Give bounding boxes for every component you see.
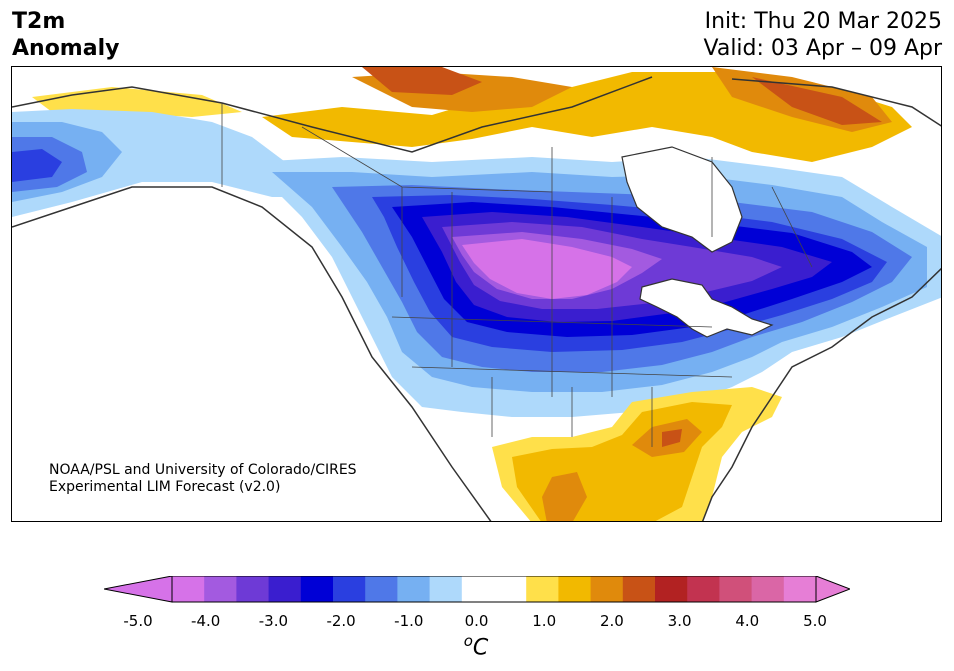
colorbar-cell (622, 576, 656, 602)
colorbar-tick-label: 0.0 (464, 612, 489, 630)
map-title: T2m Anomaly (12, 8, 119, 62)
colorbar-cell (687, 576, 720, 602)
colorbar-tick-label: 2.0 (599, 612, 624, 630)
colorbar-unit: oC (464, 632, 489, 660)
colorbar-tick-label: 4.0 (735, 612, 760, 630)
colorbar (104, 576, 850, 603)
credit-line-2: Experimental LIM Forecast (v2.0) (49, 479, 281, 495)
colorbar-tick-label: -4.0 (191, 612, 221, 630)
colorbar-cell (268, 576, 302, 602)
colorbar-unit-letter: C (472, 635, 489, 661)
colorbar-cell (429, 576, 463, 602)
credit-text: NOAA/PSL and University of Colorado/CIRE… (49, 462, 357, 496)
alaska-cold-core (12, 149, 62, 182)
colorbar-outline (171, 576, 817, 603)
colorbar-cell (300, 576, 334, 602)
colorbar-cell (333, 576, 366, 602)
credit-line-1: NOAA/PSL and University of Colorado/CIRE… (49, 462, 357, 478)
colorbar-cell (526, 576, 559, 602)
colorbar-cell (172, 576, 205, 602)
colorbar-cell (236, 576, 270, 602)
colorbar-cell (783, 576, 817, 602)
continental-cold-max (462, 239, 632, 299)
title-quantity: Anomaly (12, 36, 120, 61)
colorbar-tick-label: -3.0 (258, 612, 289, 630)
colorbar-unit-degree: o (463, 632, 473, 650)
colorbar-cell (461, 576, 495, 602)
colorbar-tick-label: -2.0 (326, 612, 356, 630)
valid-dates: Valid: 03 Apr – 09 Apr (703, 36, 943, 61)
coastline (12, 76, 941, 521)
colorbar-cell (558, 576, 592, 602)
political-borders (221, 103, 813, 447)
title-variable: T2m (12, 9, 66, 34)
colorbar-tick-label: 5.0 (803, 612, 827, 630)
colorbar-cells (172, 576, 817, 602)
forecast-dates: Init: Thu 20 Mar 2025 Valid: 03 Apr – 09… (704, 8, 943, 62)
colorbar-cell (397, 576, 431, 602)
colorbar-under-arrow (104, 576, 173, 603)
colorbar-tick-label: 3.0 (667, 612, 692, 630)
colorbar-tick-label: -5.0 (123, 612, 153, 630)
colorbar-cell (751, 576, 785, 602)
colorbar-cell (655, 576, 688, 602)
great-lakes (639, 278, 774, 338)
colorbar-tick-label: 1.0 (532, 612, 557, 630)
anomaly-map (12, 67, 941, 521)
init-date: Init: Thu 20 Mar 2025 (704, 9, 942, 34)
colorbar-cell (494, 576, 527, 602)
colorbar-over-arrow (815, 576, 850, 603)
map-frame: NOAA/PSL and University of Colorado/CIRE… (11, 66, 942, 522)
southeast-warm-4 (662, 429, 682, 447)
colorbar-cell (719, 576, 753, 602)
colorbar-cell (365, 576, 398, 602)
arctic-max-warm (362, 67, 882, 125)
colorbar-cell (590, 576, 624, 602)
colorbar-tick-label: -1.0 (394, 612, 424, 630)
colorbar-cell (204, 576, 237, 602)
arctic-strong-warm (352, 67, 892, 132)
